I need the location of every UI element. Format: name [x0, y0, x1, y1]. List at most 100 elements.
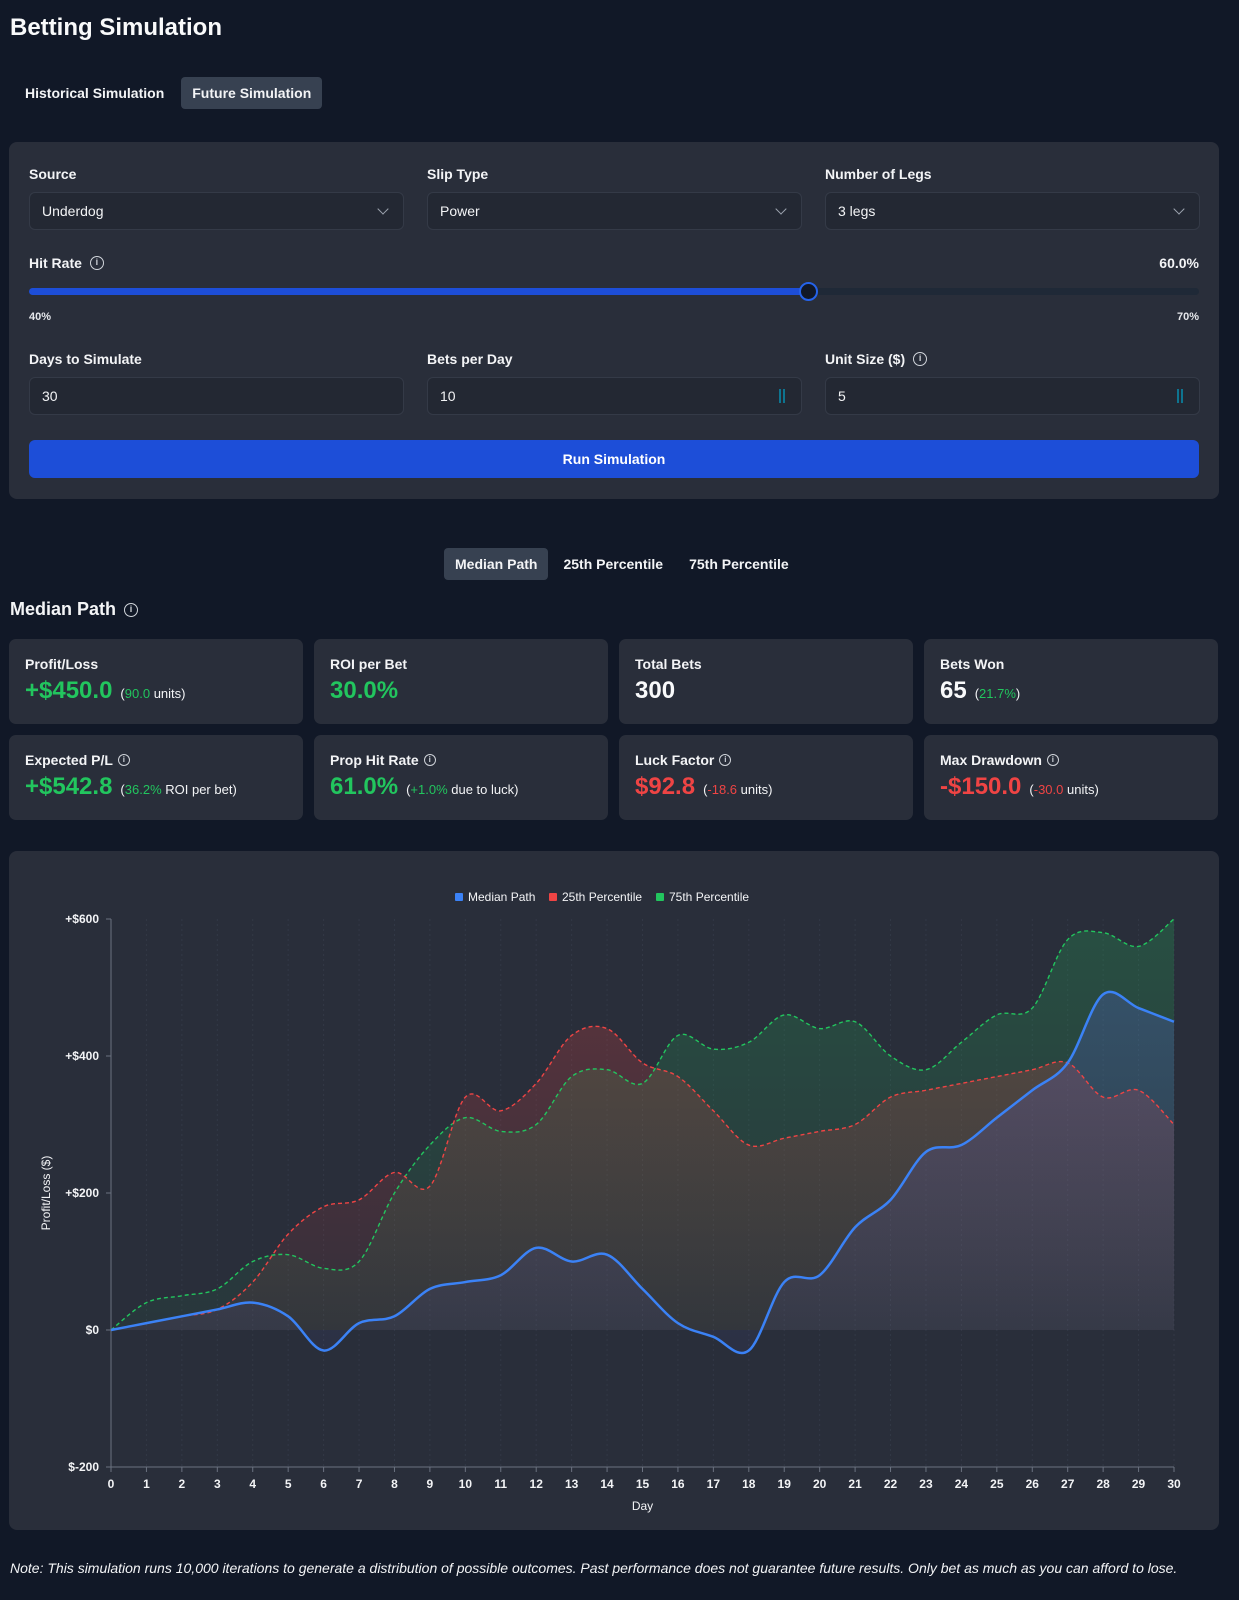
x-tick-label: 23 — [919, 1477, 933, 1491]
section-title: Median Path — [10, 599, 117, 619]
chevron-down-icon — [775, 203, 787, 215]
tab-future-simulation[interactable]: Future Simulation — [181, 77, 323, 109]
simulation-config-panel: Source Underdog Slip Type Power Number o… — [9, 142, 1219, 499]
bets-per-day-input[interactable]: 10 — [427, 377, 802, 415]
slider-fill — [29, 288, 809, 295]
slider-max-label: 70% — [1176, 311, 1199, 323]
x-tick-label: 6 — [320, 1477, 327, 1491]
legs-select[interactable]: 3 legs — [825, 192, 1200, 230]
hit-rate-label-row: Hit Rate i — [29, 255, 104, 271]
x-tick-label: 22 — [884, 1477, 898, 1491]
x-tick-label: 11 — [494, 1477, 507, 1491]
source-label: Source — [29, 166, 77, 182]
legend-swatch — [455, 893, 463, 901]
max-drawdown-card: Max Drawdown i -$150.0 (-30.0 units) — [924, 735, 1218, 820]
unit-size-label-row: Unit Size ($) i — [825, 351, 928, 367]
unit-size-value: 5 — [838, 388, 846, 404]
units-value: -30.0 — [1033, 782, 1064, 797]
path-tabs: Median Path 25th Percentile 75th Percent… — [444, 548, 800, 580]
days-label: Days to Simulate — [29, 351, 142, 367]
info-icon[interactable]: i — [89, 256, 104, 270]
card-label: Total Bets — [635, 656, 702, 672]
x-tick-label: 21 — [848, 1477, 862, 1491]
x-tick-label: 5 — [285, 1477, 292, 1491]
y-tick-label: +$600 — [65, 912, 99, 926]
card-label: Profit/Loss — [25, 656, 99, 672]
series-line-25th-percentile — [110, 1025, 1175, 1331]
x-tick-label: 1 — [143, 1477, 150, 1491]
x-tick-label: 8 — [391, 1477, 398, 1491]
x-tick-label: 19 — [778, 1477, 792, 1491]
info-icon[interactable]: i — [719, 754, 732, 766]
slider-min-label: 40% — [29, 311, 52, 323]
x-tick-label: 20 — [813, 1477, 827, 1491]
y-tick-label: +$400 — [65, 1049, 99, 1063]
card-label: ROI per Bet — [330, 656, 408, 672]
slip-type-value: Power — [440, 203, 480, 219]
tab-75th-percentile[interactable]: 75th Percentile — [689, 556, 789, 572]
chevron-down-icon — [1173, 203, 1185, 215]
disclaimer-note: Note: This simulation runs 10,000 iterat… — [10, 1560, 1178, 1576]
paren-open: ( — [1029, 782, 1034, 797]
legend-label: 75th Percentile — [669, 890, 749, 904]
x-tick-label: 10 — [459, 1477, 473, 1491]
source-value: Underdog — [42, 203, 104, 219]
info-icon[interactable]: i — [1046, 754, 1059, 766]
paren-open: ( — [120, 686, 125, 701]
paren-open: ( — [974, 686, 980, 701]
tab-25th-percentile[interactable]: 25th Percentile — [563, 556, 664, 572]
hit-rate-label: Hit Rate — [29, 255, 82, 271]
legend-swatch — [549, 893, 557, 901]
x-tick-label: 18 — [742, 1477, 756, 1491]
bets-won-card: Bets Won 65 (21.7%) — [924, 639, 1218, 724]
series-line-75th-percentile — [110, 918, 1175, 1331]
source-select[interactable]: Underdog — [29, 192, 404, 230]
y-tick-label: $0 — [86, 1323, 100, 1337]
total-bets-card: Total Bets 300 — [619, 639, 913, 724]
card-label: Luck Factor — [635, 752, 715, 768]
chevron-down-icon — [377, 203, 389, 215]
units-suffix: units) — [737, 782, 773, 797]
legend-label: 25th Percentile — [562, 890, 642, 904]
tab-median-path[interactable]: Median Path — [444, 548, 549, 580]
roi-card: ROI per Bet 30.0% — [314, 639, 608, 724]
info-icon[interactable]: i — [124, 602, 139, 617]
prop-hit-rate-card: Prop Hit Rate i 61.0% (+1.0% due to luck) — [314, 735, 608, 820]
luck-factor-card: Luck Factor i $92.8 (-18.6 units) — [619, 735, 913, 820]
days-input[interactable]: 30 — [29, 377, 404, 415]
unit-size-input[interactable]: 5 — [825, 377, 1200, 415]
tab-historical-simulation[interactable]: Historical Simulation — [25, 85, 165, 101]
units-suffix: units) — [150, 686, 186, 701]
stepper-icon[interactable] — [1177, 389, 1187, 403]
paren-open: ( — [406, 782, 411, 797]
x-tick-label: 28 — [1096, 1477, 1110, 1491]
series-line-median-path — [110, 990, 1175, 1355]
run-simulation-button[interactable]: Run Simulation — [29, 440, 1199, 478]
x-axis-label: Day — [632, 1499, 653, 1513]
x-tick-label: 12 — [530, 1477, 544, 1491]
info-icon[interactable]: i — [423, 754, 436, 766]
slip-type-select[interactable]: Power — [427, 192, 802, 230]
x-tick-label: 9 — [427, 1477, 434, 1491]
x-tick-label: 3 — [214, 1477, 221, 1491]
stepper-icon[interactable] — [779, 389, 789, 403]
x-tick-label: 16 — [671, 1477, 685, 1491]
x-tick-label: 0 — [108, 1477, 115, 1491]
slip-type-label: Slip Type — [427, 166, 489, 182]
delta-suffix: due to luck) — [447, 782, 519, 797]
pct-value: 21.7% — [979, 686, 1016, 701]
x-tick-label: 4 — [249, 1477, 256, 1491]
paren-open: ( — [703, 782, 708, 797]
units-value: -18.6 — [707, 782, 738, 797]
area-median-path — [111, 991, 1174, 1354]
slider-thumb[interactable] — [799, 282, 818, 301]
info-icon[interactable]: i — [913, 352, 928, 366]
card-value: -$150.0 — [940, 773, 1022, 800]
y-tick-label: $-200 — [68, 1460, 99, 1474]
hit-rate-slider[interactable] — [29, 282, 1199, 301]
card-label: Max Drawdown — [940, 752, 1042, 768]
legend-swatch — [656, 893, 664, 901]
info-icon[interactable]: i — [117, 754, 130, 766]
x-tick-label: 27 — [1061, 1477, 1075, 1491]
